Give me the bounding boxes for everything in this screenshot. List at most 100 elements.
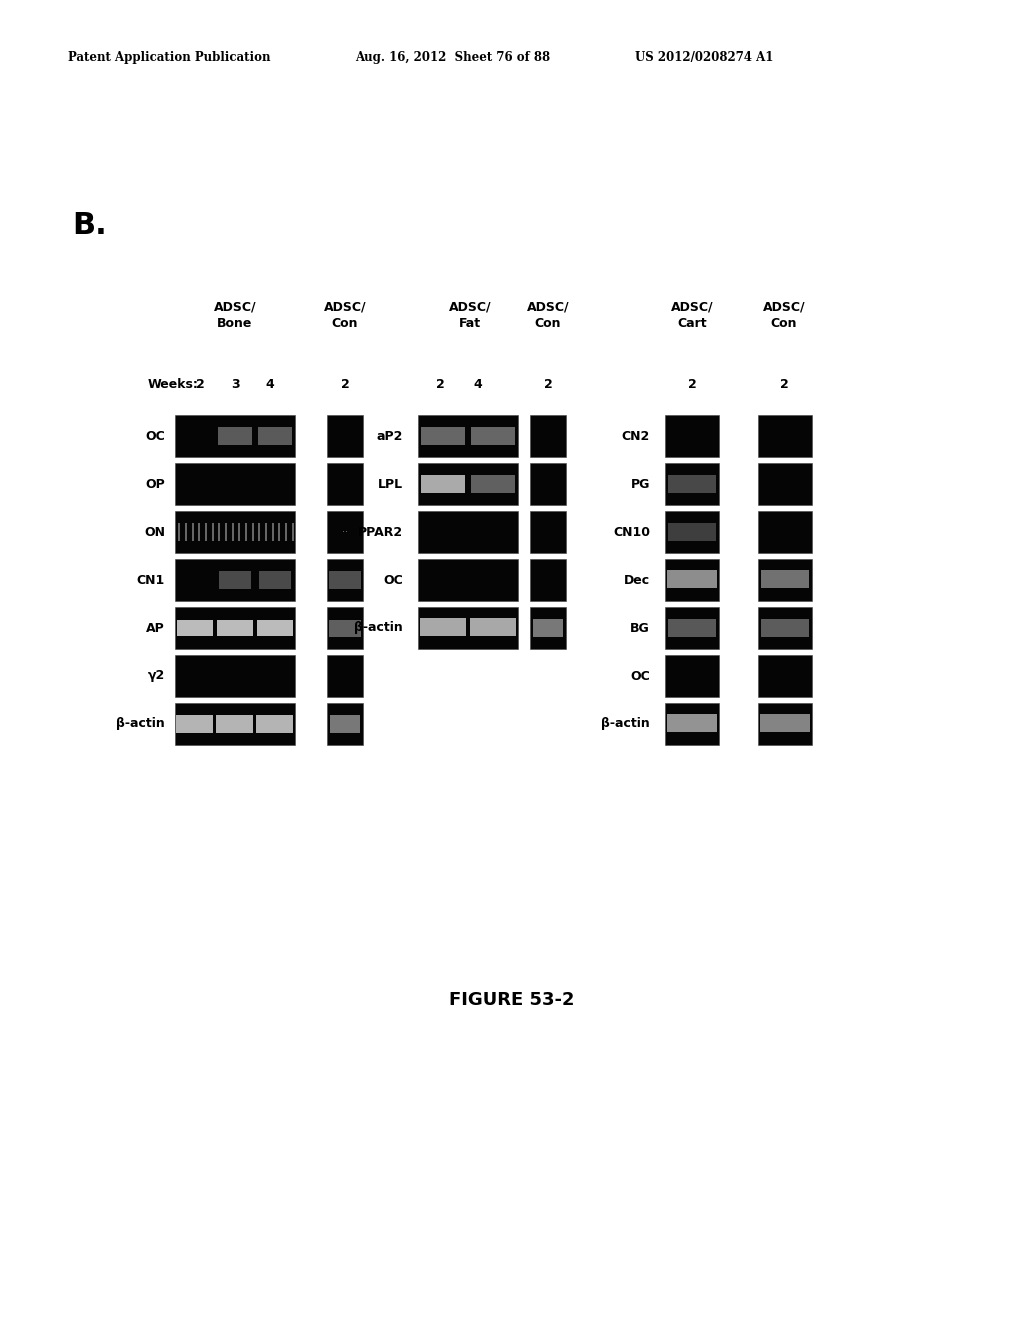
Bar	[665, 607, 719, 649]
Bar	[218, 426, 252, 445]
Text: OC: OC	[630, 669, 650, 682]
Text: β-actin: β-actin	[117, 718, 165, 730]
Bar	[530, 463, 566, 506]
Text: Patent Application Publication: Patent Application Publication	[68, 51, 270, 65]
Bar	[418, 558, 518, 601]
Bar	[191, 523, 194, 541]
Text: Dec: Dec	[624, 573, 650, 586]
Bar	[530, 607, 566, 649]
Bar	[758, 414, 812, 457]
Bar	[668, 619, 716, 638]
Bar	[327, 607, 362, 649]
Bar	[530, 414, 566, 457]
Bar	[265, 523, 267, 541]
Bar	[327, 704, 362, 744]
Bar	[175, 704, 295, 744]
Bar	[665, 463, 719, 506]
Bar	[219, 570, 251, 589]
Bar	[471, 475, 515, 494]
Bar	[421, 426, 465, 445]
Bar	[216, 714, 253, 733]
Bar	[329, 570, 361, 589]
Text: B.: B.	[72, 210, 106, 239]
Bar	[175, 511, 295, 553]
Bar	[218, 523, 220, 541]
Bar	[175, 607, 295, 649]
Bar	[667, 714, 717, 733]
Bar	[665, 414, 719, 457]
Bar	[199, 523, 201, 541]
Bar	[418, 607, 518, 649]
Bar	[327, 655, 362, 697]
Bar	[760, 714, 810, 733]
Bar	[205, 523, 207, 541]
Bar	[758, 558, 812, 601]
Bar	[668, 523, 716, 541]
Bar	[758, 607, 812, 649]
Bar	[292, 523, 294, 541]
Bar	[418, 463, 518, 506]
Text: US 2012/0208274 A1: US 2012/0208274 A1	[635, 51, 773, 65]
Bar	[252, 523, 254, 541]
Bar	[758, 511, 812, 553]
Bar	[175, 463, 295, 506]
Text: β-actin: β-actin	[601, 718, 650, 730]
Bar	[256, 714, 293, 733]
Bar	[239, 523, 241, 541]
Bar	[418, 414, 518, 457]
Text: ··: ··	[342, 527, 348, 537]
Bar	[330, 714, 360, 733]
Bar	[758, 655, 812, 697]
Text: OC: OC	[145, 429, 165, 442]
Bar	[327, 414, 362, 457]
Text: Aug. 16, 2012  Sheet 76 of 88: Aug. 16, 2012 Sheet 76 of 88	[355, 51, 550, 65]
Bar	[259, 570, 291, 589]
Bar	[761, 619, 809, 638]
Bar	[327, 511, 362, 553]
Text: ADSC/
Con: ADSC/ Con	[526, 301, 569, 330]
Bar	[665, 511, 719, 553]
Text: PPAR2: PPAR2	[357, 525, 403, 539]
Text: 2: 2	[341, 379, 349, 392]
Text: 3: 3	[230, 379, 240, 392]
Bar	[175, 414, 295, 457]
Bar	[761, 570, 809, 589]
Text: LPL: LPL	[378, 478, 403, 491]
Bar	[212, 523, 214, 541]
Bar	[175, 558, 295, 601]
Bar	[225, 523, 226, 541]
Text: CN2: CN2	[622, 429, 650, 442]
Bar	[217, 619, 253, 636]
Bar	[421, 475, 465, 494]
Bar	[329, 620, 361, 638]
Bar	[176, 714, 213, 733]
Bar	[258, 426, 292, 445]
Bar	[534, 619, 563, 638]
Bar	[258, 523, 260, 541]
Bar	[184, 523, 186, 541]
Bar	[758, 463, 812, 506]
Bar	[178, 523, 180, 541]
Text: γ2: γ2	[147, 669, 165, 682]
Text: FIGURE 53-2: FIGURE 53-2	[450, 991, 574, 1008]
Text: β-actin: β-actin	[354, 622, 403, 635]
Bar	[327, 463, 362, 506]
Text: PG: PG	[631, 478, 650, 491]
Bar	[279, 523, 281, 541]
Text: 2: 2	[688, 379, 696, 392]
Text: ADSC/
Bone: ADSC/ Bone	[214, 301, 256, 330]
Bar	[665, 655, 719, 697]
Text: AP: AP	[146, 622, 165, 635]
Bar	[245, 523, 247, 541]
Text: CN1: CN1	[137, 573, 165, 586]
Bar	[665, 704, 719, 744]
Bar	[758, 704, 812, 744]
Bar	[470, 618, 516, 636]
Text: 4: 4	[265, 379, 274, 392]
Bar	[530, 511, 566, 553]
Text: ADSC/
Con: ADSC/ Con	[324, 301, 367, 330]
Text: 4: 4	[474, 379, 482, 392]
Bar	[271, 523, 273, 541]
Bar	[175, 655, 295, 697]
Text: CN10: CN10	[613, 525, 650, 539]
